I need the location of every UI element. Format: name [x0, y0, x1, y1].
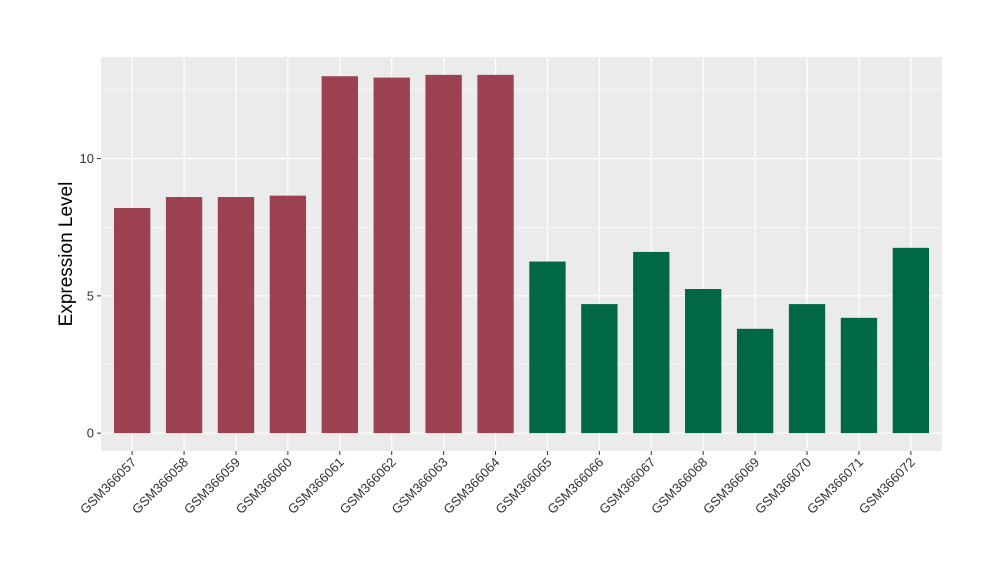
x-axis: GSM366057GSM366058GSM366059GSM366060GSM3…: [77, 451, 918, 517]
bar-gsm366069: [736, 328, 774, 434]
bar-gsm366061: [321, 76, 358, 434]
y-axis-title: Expression Level: [56, 182, 77, 327]
bar-gsm366057: [113, 208, 151, 434]
bar-gsm366067: [633, 251, 670, 434]
bar-gsm366070: [788, 304, 826, 434]
bar-gsm366062: [373, 77, 410, 434]
bar-gsm366072: [892, 247, 930, 434]
bar-gsm366068: [685, 289, 722, 434]
y-tick-label: 0: [87, 426, 94, 441]
bar-gsm366058: [165, 197, 203, 434]
bar-gsm366066: [581, 304, 618, 434]
y-axis: 0 5 10: [80, 151, 101, 441]
x-tick-label: GSM366072: [856, 455, 918, 517]
bar-gsm366064: [477, 74, 514, 434]
bar-gsm366060: [269, 195, 307, 434]
bar-gsm366059: [217, 197, 255, 434]
bar-gsm366071: [840, 317, 878, 434]
y-tick-label: 5: [87, 288, 94, 303]
y-tick-label: 10: [80, 151, 94, 166]
bars: [113, 74, 930, 434]
bar-gsm366063: [425, 74, 462, 434]
bar-gsm366065: [529, 261, 566, 434]
